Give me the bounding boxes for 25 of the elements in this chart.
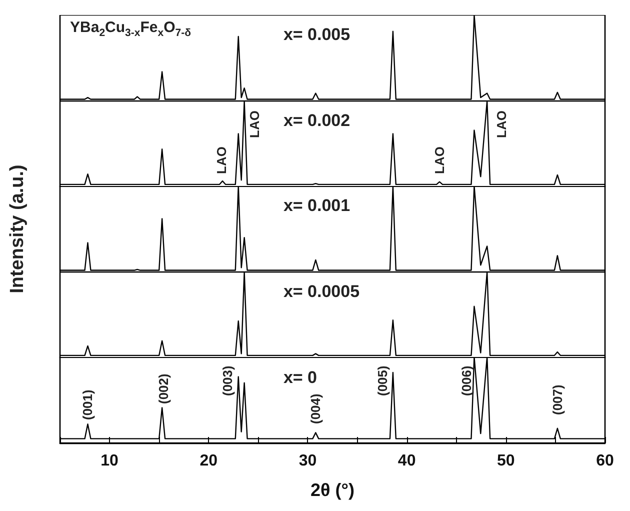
annotation: (002) [156, 373, 171, 404]
x-tick-label: 30 [298, 452, 317, 470]
annotation: (006) [458, 366, 474, 396]
x-tick-label: 10 [100, 452, 119, 470]
annotation: x= 0.0005 [283, 282, 360, 302]
annotation: (007) [550, 384, 565, 415]
x-tick-label: 60 [596, 452, 614, 470]
annotation: x= 0 [283, 368, 317, 388]
x-tick-label: 50 [497, 452, 515, 470]
x-tick-label: 20 [200, 452, 218, 470]
annotation: (004) [308, 394, 324, 424]
annotation: LAO [432, 146, 448, 174]
y-axis-title: Intensity (a.u.) [7, 164, 29, 294]
x-axis-title: 2θ (°) [310, 480, 354, 500]
annotation: (005) [375, 366, 390, 396]
annotation: (001) [80, 390, 96, 420]
annotation: (003) [220, 366, 235, 396]
annotation: LAO [214, 146, 230, 174]
annotation: LAO [246, 110, 262, 138]
annotation: YBa$_{2}$Cu$_{3-x}$Fe$_{x}$O$_{7-δ}$ [70, 19, 191, 39]
annotation: x= 0.002 [283, 110, 350, 131]
annotation: x= 0.001 [283, 196, 350, 216]
annotation: LAO [494, 110, 510, 138]
x-tick-label: 40 [398, 452, 416, 470]
annotation: x= 0.005 [283, 25, 350, 46]
